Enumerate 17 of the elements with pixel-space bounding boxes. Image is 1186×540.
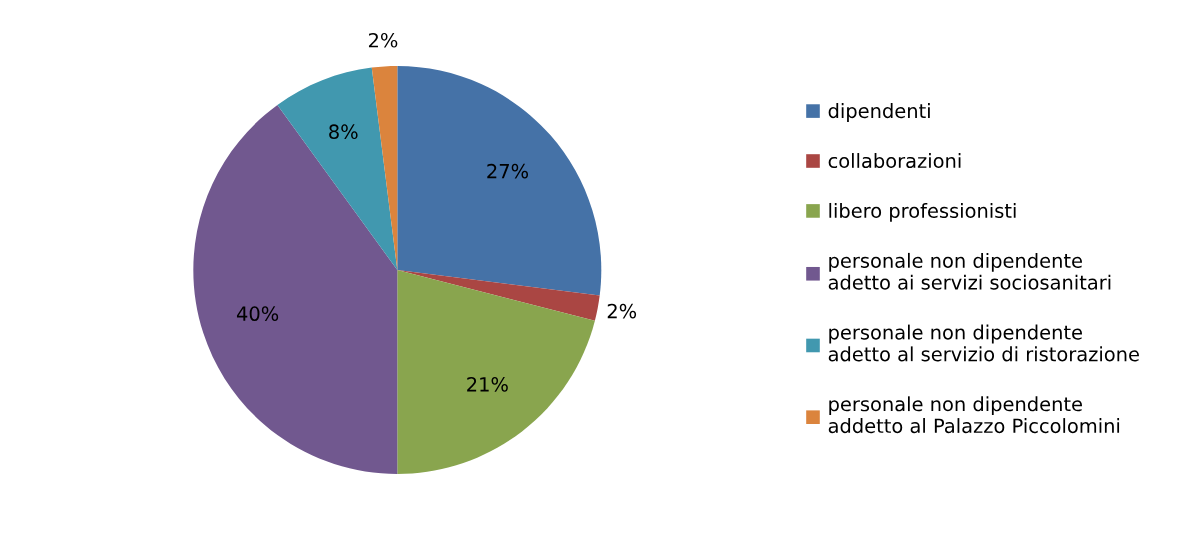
data-label: 2% bbox=[607, 303, 637, 319]
legend-label: personale non dipendente adetto ai servizi sociosanitari bbox=[828, 252, 1111, 290]
data-label: 8% bbox=[329, 124, 358, 140]
legend-label: dipendenti bbox=[828, 103, 930, 122]
data-label: 40% bbox=[236, 306, 279, 322]
legend-label: personale non dipendente addetto al Palazzo Piccolomini bbox=[828, 396, 1120, 434]
data-label: 2% bbox=[368, 32, 398, 48]
legend-label: libero professionisti bbox=[829, 202, 1016, 222]
pie-slice bbox=[397, 66, 602, 296]
pie-slice bbox=[277, 67, 398, 270]
legend-label: collaborazioni bbox=[828, 153, 961, 169]
data-label: 21% bbox=[467, 376, 508, 392]
pie-slice bbox=[397, 270, 600, 321]
data-label: 27% bbox=[487, 163, 529, 179]
legend-label: personale non dipendente adetto al servizio di ristorazione bbox=[828, 324, 1139, 362]
pie-slice bbox=[397, 270, 595, 474]
pie-slice bbox=[193, 104, 398, 474]
